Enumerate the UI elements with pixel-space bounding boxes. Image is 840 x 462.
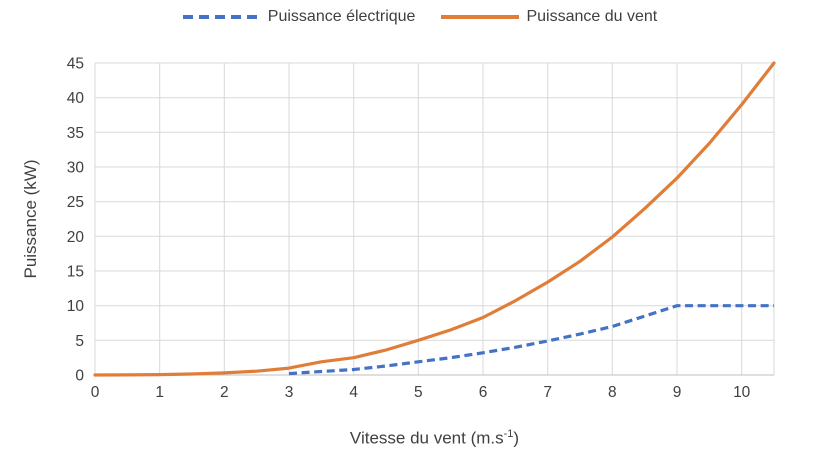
x-axis-title-text-suffix: )	[513, 428, 520, 448]
x-tick-label: 2	[220, 384, 229, 401]
legend-label-electric-power: Puissance électrique	[267, 8, 416, 25]
chart-legend: Puissance électrique Puissance du vent	[0, 6, 840, 28]
x-axis-title: Vitesse du vent (m.s-1)	[95, 428, 774, 449]
x-tick-label: 9	[673, 384, 682, 401]
x-axis-title-text: Vitesse du vent (m.s	[349, 428, 504, 448]
y-tick-label: 0	[75, 368, 84, 385]
x-tick-label: 6	[479, 384, 488, 401]
legend-item-electric-power: Puissance électrique	[182, 6, 416, 28]
x-tick-label: 10	[733, 384, 751, 401]
x-tick-label: 0	[91, 384, 100, 401]
y-tick-label: 30	[67, 160, 85, 177]
y-tick-label: 35	[67, 125, 84, 142]
legend-item-wind-power: Puissance du vent	[441, 6, 657, 28]
y-tick-label: 25	[67, 194, 84, 211]
x-tick-label: 4	[349, 384, 358, 401]
x-tick-label: 7	[543, 384, 552, 401]
y-tick-label: 45	[67, 56, 84, 73]
electric-power-line	[288, 304, 774, 376]
y-axis-tick-labels: 0 5 10 15 20 25 30 35 40 45	[67, 56, 85, 385]
x-tick-label: 3	[285, 384, 294, 401]
gridlines	[94, 62, 775, 376]
x-tick-label: 8	[608, 384, 617, 401]
y-tick-label: 15	[67, 264, 84, 281]
wind-power-line	[93, 61, 776, 377]
x-tick-label: 5	[414, 384, 423, 401]
y-tick-label: 20	[67, 229, 85, 246]
x-axis-title-superscript: -1	[503, 428, 514, 440]
x-tick-label: 1	[155, 384, 164, 401]
y-tick-label: 40	[67, 90, 85, 107]
legend-label-wind-power: Puissance du vent	[526, 8, 658, 25]
dashed-line-marker	[182, 15, 261, 19]
x-axis-tick-labels: 0 1 2 3 4 5 6 7 8 9 10	[91, 384, 751, 401]
y-tick-label: 10	[67, 298, 85, 315]
solid-line-marker	[441, 15, 520, 19]
y-tick-label: 5	[75, 333, 84, 350]
